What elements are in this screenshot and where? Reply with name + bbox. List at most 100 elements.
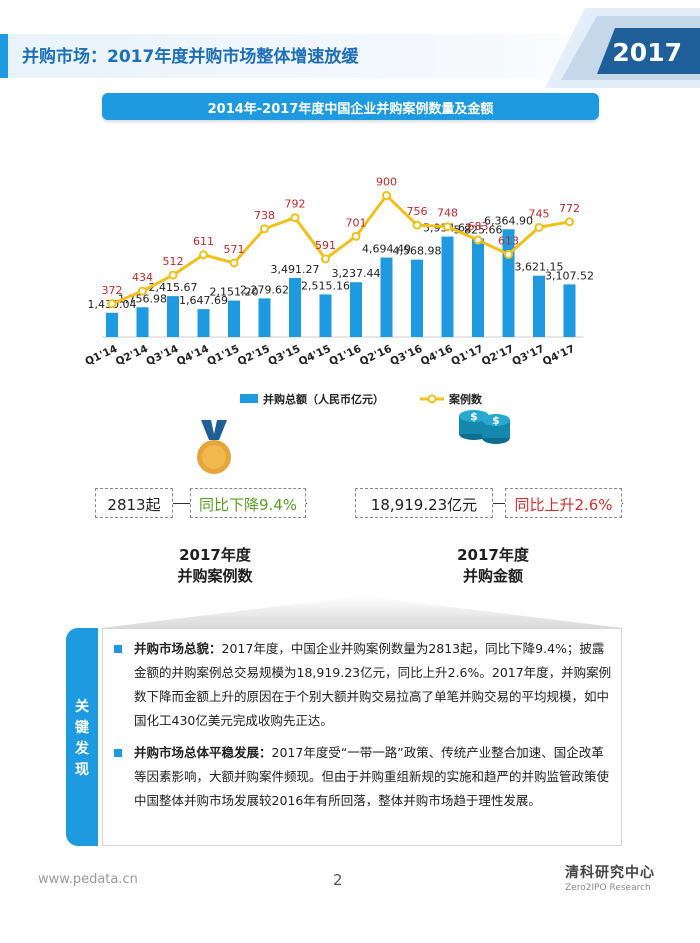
deals-value-box: 2813起 [95,488,173,518]
deals-change: 同比下降9.4% [198,496,298,514]
bar-amount [472,238,484,337]
year-tag-text: 2017 [612,38,682,67]
line-point [382,191,391,201]
amount-caption-line1: 2017年度 [457,546,529,564]
legend-label-count: 案例数 [448,392,483,406]
medal-icon [197,420,231,474]
x-tick-label: Q1'14 [83,343,119,368]
line-point [260,224,269,234]
line-value-label: 434 [132,271,153,284]
x-tick-label: Q1'16 [327,343,363,368]
bar-value-label: 2,279.62 [240,283,289,296]
coins-icon: $ $ [459,410,510,444]
x-tick-label: Q4'16 [419,343,455,368]
deals-change-box: 同比下降9.4% [190,488,306,518]
line-value-label: 756 [407,205,428,218]
deals-chart: 1,430.041,756.982,415.671,647.692,151.20… [83,176,594,406]
finding-heading: 并购市场总貌： [134,641,222,656]
x-tick-label: Q2'17 [480,343,516,368]
finding-heading: 并购市场总体平稳发展： [134,745,272,760]
x-tick-label: Q4'17 [541,343,577,368]
bar-amount [319,294,332,337]
line-point [138,286,147,296]
x-tick-label: Q3'17 [510,343,546,368]
x-tick-label: Q2'15 [236,343,272,368]
bar-amount [136,307,149,337]
line-value-label: 512 [163,255,184,268]
bullet-square-icon [114,749,122,757]
x-tick-label: Q4'14 [175,343,211,368]
deals-count-line [111,193,570,306]
svg-text:$: $ [470,410,478,423]
bar-value-label: 2,515.16 [301,279,350,292]
line-point [443,222,452,232]
line-value-label: 900 [376,176,397,189]
page-title: 并购市场：2017年度并购市场整体增速放缓 [22,47,359,67]
year-tag: 2017 [525,8,700,88]
line-value-label: 701 [346,216,367,229]
line-point [412,220,422,230]
deals-caption: 2017年度 并购案例数 [140,545,290,587]
bar-amount [380,257,393,337]
bullet-square-icon [114,645,122,653]
x-tick-label: Q2'16 [358,343,394,368]
finding-item: 并购市场总体平稳发展：2017年度受“一带一路”政策、传统产业整合加速、国企改革… [114,741,614,813]
legend-swatch-bar [240,394,258,403]
bar-value-label: 3,237.44 [332,267,381,280]
x-tick-label: Q4'15 [297,343,333,368]
chart-title-banner: 2014年-2017年度中国企业并购案例数量及金额 [102,93,599,120]
line-value-label: 745 [529,207,550,220]
key-findings-panel [102,628,622,846]
line-value-label: 372 [102,284,123,297]
line-point [321,254,330,264]
x-tick-label: Q3'14 [144,343,180,368]
bar-value-label: 2,151.20 [210,286,259,299]
bar-value-label: 6,364.90 [484,214,533,227]
bar-amount [533,275,545,337]
side-label-char: 键 [75,720,89,736]
bar-amount [258,298,271,337]
side-label-char: 发 [75,741,89,757]
bar-value-label: 4,568.98 [393,245,442,258]
line-point [534,222,544,232]
bar-amount [411,259,423,337]
key-findings-tab: 关 键 发 现 [66,628,98,846]
deals-caption-line1: 2017年度 [179,546,251,564]
line-value-label: 571 [224,243,245,256]
line-point [229,258,239,268]
deals-value: 2813起 [107,496,161,514]
line-value-label: 738 [254,209,275,222]
line-value-label: 792 [285,198,306,211]
year-tag-shape [545,8,700,88]
bar-amount [197,309,210,337]
amount-caption-line2: 并购金额 [462,567,523,585]
x-tick-label: Q1'15 [205,343,241,368]
bar-value-label: 1,647.69 [179,294,228,307]
legend-label-amount: 并购总额（人民币亿元） [263,392,384,406]
x-tick-label: Q1'17 [449,343,485,368]
x-tick-label: Q2'14 [114,343,150,368]
line-value-label: 591 [315,239,336,252]
line-value-label: 772 [559,202,580,215]
line-point [168,270,178,280]
deals-caption-line2: 并购案例数 [177,567,253,585]
line-value-label: 683 [468,220,489,233]
bar-value-label: 4,694.49 [362,243,411,256]
amount-caption: 2017年度 并购金额 [418,545,568,587]
bar-amount [289,277,301,337]
line-point [351,231,361,241]
bar-amount [228,300,240,337]
bar-amount [441,236,454,337]
line-point [290,213,300,223]
page-number: 2 [333,871,343,889]
footer-url[interactable]: www.pedata.cn [38,872,138,887]
line-value-label: 613 [498,234,519,247]
amount-change-box: 同比上升2.6% [505,488,622,518]
bar-value-label: 2,415.67 [149,281,198,294]
line-value-label: 748 [437,207,458,220]
brand-subtitle: Zero2IPO Research [565,883,651,893]
finding-text: 2017年度受“一带一路”政策、传统产业整合加速、国企改革等因素影响，大额并购案… [134,745,610,808]
side-label-char: 关 [75,699,89,715]
header-accent-bar [0,34,8,78]
panel-top-shadow [102,596,622,628]
